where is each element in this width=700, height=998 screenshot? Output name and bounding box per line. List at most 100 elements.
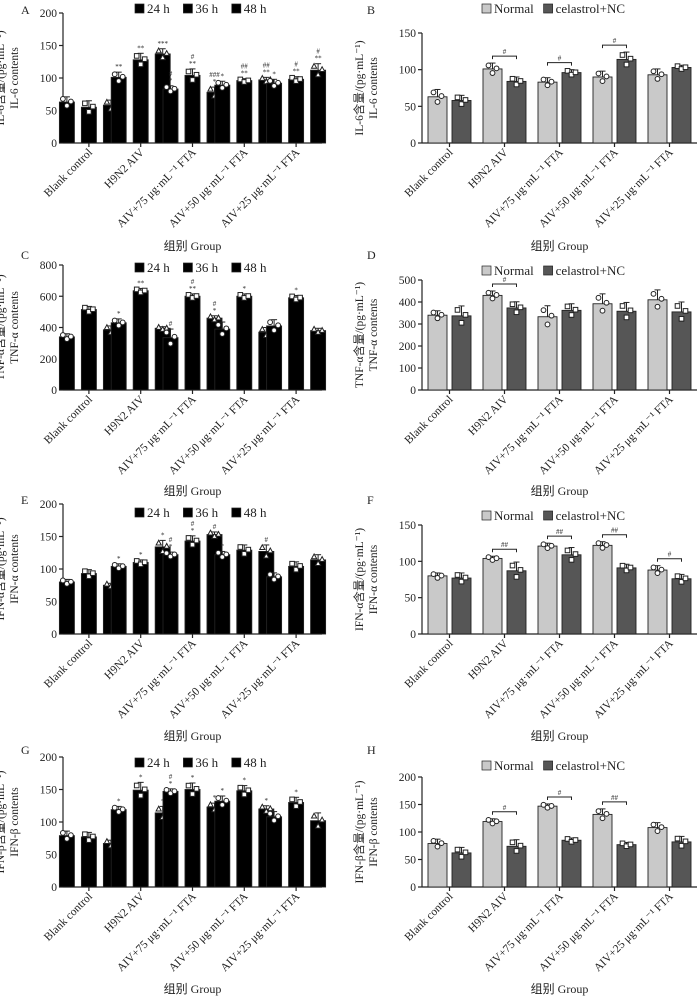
data-point (163, 84, 170, 90)
data-point (595, 540, 602, 547)
x-tick-label: H9N2 AIV (102, 637, 147, 682)
bar (266, 576, 283, 635)
data-point (223, 325, 230, 332)
y-tick-label: 200 (40, 354, 58, 366)
data-point (86, 573, 92, 580)
bar (162, 88, 179, 144)
bar (451, 577, 472, 635)
data-point (650, 290, 657, 297)
data-point (64, 336, 70, 342)
data-point (245, 546, 252, 553)
x-axis-label: 组别 Group (531, 484, 589, 498)
data-point (271, 576, 278, 583)
data-point (266, 804, 274, 812)
significance-mark: * (191, 527, 195, 535)
bar (236, 295, 253, 391)
panel-e: E IFN-α含量/(pg·mL⁻¹) IFN-α contents 0 50 100 15… (0, 493, 327, 743)
significance-mark: ** (137, 279, 145, 287)
significance-mark: # (169, 536, 173, 544)
data-point (266, 546, 274, 554)
data-point (267, 810, 274, 817)
data-point (219, 554, 226, 560)
legend-label: Normal (494, 263, 534, 278)
data-point (509, 839, 516, 846)
x-tick-label: Blank control (42, 891, 95, 944)
data-point (215, 314, 222, 321)
data-point (275, 79, 282, 86)
x-tick-label: H9N2 AIV (102, 146, 147, 191)
data-point (297, 799, 303, 805)
data-point (163, 49, 171, 56)
bar (132, 59, 149, 144)
data-point (458, 101, 465, 107)
significance-mark: * (221, 787, 225, 795)
significance-mark: * (213, 307, 217, 315)
significance-mark: ** (189, 60, 197, 68)
data-point (193, 537, 200, 544)
significance-mark: * (117, 797, 121, 805)
significance-mark: * (221, 542, 225, 550)
significance-mark: ** (315, 55, 323, 63)
data-point (241, 791, 248, 798)
bar (671, 578, 692, 635)
x-axis-label: 组别 Group (531, 239, 589, 253)
y-tick-label: 500 (399, 275, 417, 287)
significance-bracket (657, 558, 682, 562)
y-tick-label: 50 (405, 855, 417, 867)
data-point (223, 81, 230, 88)
significance-mark: # (668, 551, 672, 559)
bar (647, 74, 668, 144)
data-point (627, 841, 634, 848)
legend-swatch (134, 507, 145, 518)
data-point (262, 552, 270, 559)
data-point (60, 332, 66, 338)
significance-bracket (602, 44, 627, 49)
data-point (595, 294, 602, 301)
data-point (82, 304, 88, 311)
data-point (64, 102, 70, 109)
panel-g: G IFN-β含量/(pg·mL⁻¹) IFN-β contents 0 50 100 15… (0, 743, 327, 996)
significance-mark: * (169, 77, 173, 85)
x-tick-label: Blank control (42, 394, 95, 447)
significance-bracket (547, 796, 572, 800)
y-axis-label-cn: IFN-α含量/(pg·mL⁻¹) (0, 517, 7, 620)
data-point (564, 68, 571, 74)
data-point (430, 571, 437, 578)
data-point (111, 804, 118, 811)
x-tick-label: Blank control (403, 147, 456, 200)
data-point (434, 315, 441, 322)
data-point (572, 306, 579, 313)
data-point (171, 85, 178, 92)
y-tick-label: 100 (399, 556, 417, 568)
data-point (90, 306, 96, 313)
significance-mark: ** (137, 44, 145, 52)
data-point (258, 325, 266, 332)
y-tick-label: 50 (46, 106, 58, 118)
panel-b: B IL-6含量/(pg·mL⁻¹) IL-6 contents 0 50 100 150 N… (352, 1, 697, 253)
significance-mark: # (169, 320, 173, 328)
y-tick-label: 400 (399, 297, 417, 309)
bar (671, 67, 692, 144)
data-point (314, 70, 322, 78)
bar (132, 789, 149, 888)
y-tick-label: 50 (405, 101, 417, 113)
bar (482, 68, 503, 144)
data-point (141, 56, 148, 62)
legend-label: 48 h (244, 505, 267, 520)
data-point (245, 293, 252, 299)
data-point (493, 292, 500, 298)
data-point (430, 309, 437, 316)
data-point (603, 73, 610, 80)
legend-label: 24 h (147, 505, 170, 520)
significance-mark: # (169, 773, 173, 781)
data-point (599, 815, 606, 822)
bar (288, 802, 305, 888)
data-point (430, 89, 437, 96)
significance-mark: * (191, 774, 195, 782)
significance-mark: ## (241, 63, 249, 71)
significance-mark: ## (556, 528, 564, 536)
data-point (133, 53, 140, 59)
data-point (454, 94, 461, 101)
data-point (245, 787, 252, 794)
